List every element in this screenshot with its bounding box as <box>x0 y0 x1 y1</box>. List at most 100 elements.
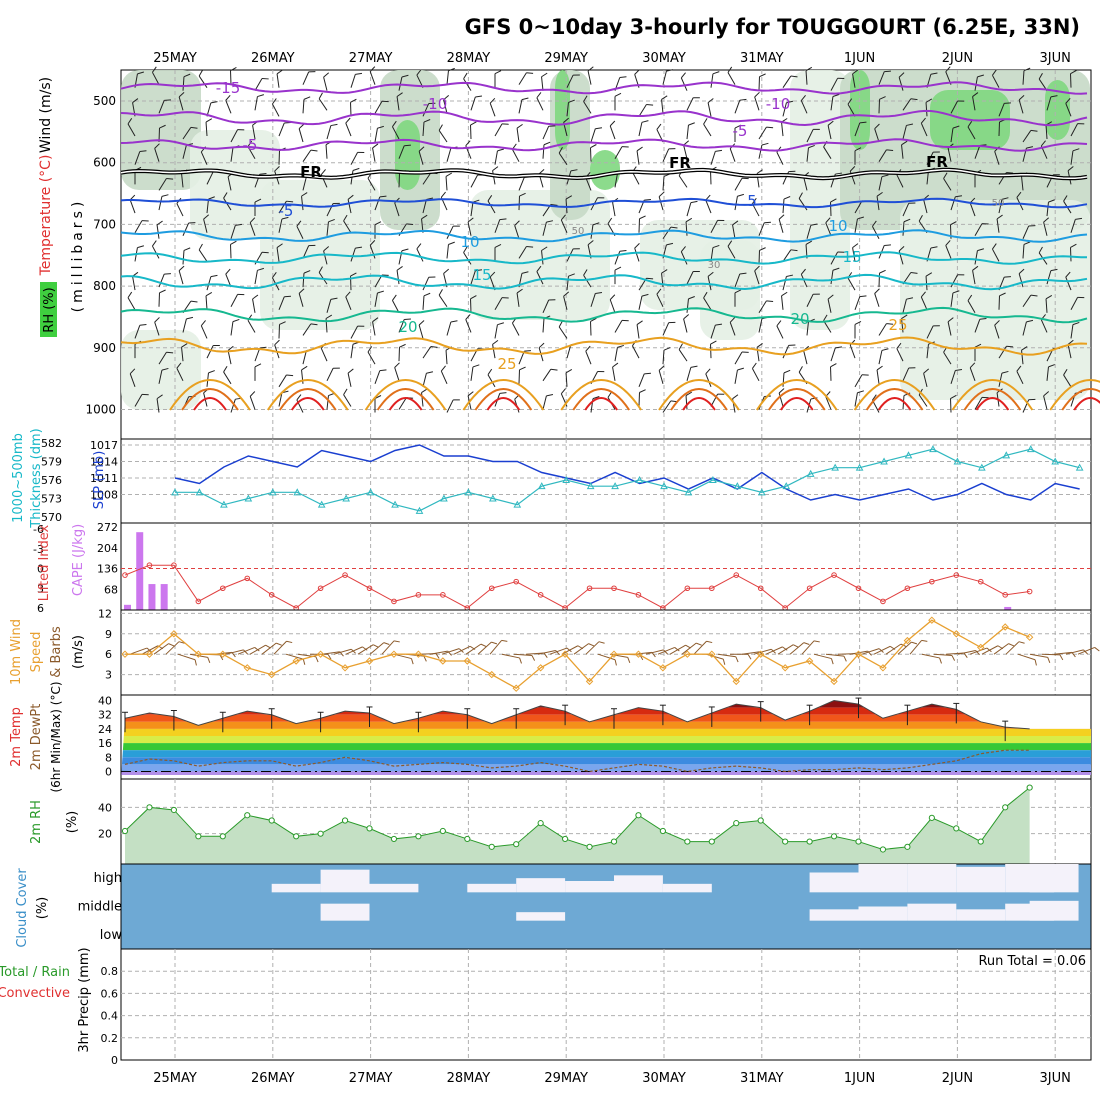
rh-point <box>439 827 446 835</box>
barb-flag <box>560 214 566 221</box>
barb-flag <box>453 399 460 401</box>
wind-barb <box>298 123 305 143</box>
barb-staff <box>1070 297 1079 311</box>
wind-barb <box>758 126 774 140</box>
wind-barb <box>198 69 208 88</box>
barb-staff <box>969 367 976 381</box>
cape-bar <box>124 604 131 610</box>
surface-barb-staff <box>141 645 159 655</box>
barb-staff <box>134 394 143 407</box>
barb-flag <box>1038 72 1043 80</box>
wind-barb <box>852 69 859 88</box>
wind-barb <box>686 122 695 140</box>
wind-barb <box>230 240 237 259</box>
barb-flag <box>800 268 806 275</box>
date-label-bottom: 2JUN <box>942 1071 973 1086</box>
wind-barb <box>876 191 883 211</box>
barb-staff <box>1043 395 1048 410</box>
wind-barb <box>658 365 665 384</box>
barb-flag <box>301 192 308 197</box>
barb-flag <box>369 240 376 246</box>
wind-barb <box>705 368 712 388</box>
wind-barb <box>782 100 794 117</box>
wind-barb <box>350 151 365 165</box>
barb-staff <box>876 369 880 384</box>
wind-barb <box>1021 346 1028 365</box>
barb-staff <box>398 145 405 159</box>
barb-flag <box>470 121 477 126</box>
barb-staff <box>806 293 814 307</box>
cape-bar <box>160 584 168 610</box>
barb-staff <box>225 100 232 114</box>
barb-flag <box>1072 321 1080 326</box>
barb-staff <box>278 122 285 137</box>
wind-barb <box>734 98 747 114</box>
barb-staff <box>278 392 283 407</box>
wind-barb <box>662 69 674 85</box>
barb-flag <box>690 200 698 204</box>
barb-flag <box>1023 67 1031 72</box>
surface-barb-staff <box>909 640 922 655</box>
barb-flag <box>798 366 803 373</box>
barb-flag <box>621 146 629 148</box>
barb-flag <box>994 320 1000 326</box>
barb-flag <box>874 288 880 294</box>
barb-flag <box>152 66 157 73</box>
surface-barb <box>765 646 788 655</box>
barb-flag <box>369 66 376 72</box>
barb-flag <box>538 342 545 349</box>
barb-staff <box>806 147 809 162</box>
wind-barb <box>614 146 629 159</box>
barb-flag <box>933 325 940 327</box>
barb-flag <box>1070 70 1077 75</box>
barb-flag <box>1075 217 1083 220</box>
barb-staff <box>974 319 981 333</box>
barb-staff <box>518 350 525 365</box>
surface-barb <box>717 653 739 663</box>
barb-flag <box>448 67 455 72</box>
barb-staff <box>847 277 856 291</box>
barb-flag <box>541 246 548 251</box>
wind-speed-point <box>536 664 545 672</box>
barb-staff <box>830 270 834 285</box>
barb-flag <box>930 246 938 249</box>
barb-flag <box>516 288 523 294</box>
barb-flag <box>788 344 796 346</box>
li-point <box>684 585 691 592</box>
thickness-point <box>757 488 766 496</box>
contour-label: 20 <box>790 310 809 328</box>
barb-flag <box>619 250 627 252</box>
barb-flag <box>524 350 531 352</box>
wind-barb <box>178 265 185 285</box>
barb-staff <box>782 345 790 359</box>
barb-staff <box>470 96 476 111</box>
barb-flag <box>497 148 505 152</box>
barb-staff <box>920 296 928 310</box>
wind-ylabel-1: 10m Wind <box>9 619 24 685</box>
wind-barb <box>638 293 649 310</box>
barb-flag <box>619 76 627 79</box>
wind-barb <box>542 125 556 140</box>
wind-barb <box>686 97 700 111</box>
barb-flag <box>732 394 739 400</box>
wind-speed-point <box>659 664 667 672</box>
barb-flag <box>1026 146 1034 149</box>
li-point <box>122 572 128 578</box>
barb-staff <box>494 324 498 339</box>
wind-barb <box>367 346 376 365</box>
barb-flag <box>925 98 933 103</box>
wind-barb <box>974 248 985 265</box>
barb-flag <box>641 120 649 123</box>
contour-label: FR <box>926 153 948 171</box>
temp-band <box>121 750 1091 758</box>
wind-speed-point <box>805 657 814 665</box>
wind-barb <box>782 274 794 291</box>
surface-wind-barbs <box>129 639 1100 666</box>
surface-barb-flag <box>696 642 702 646</box>
wind-barb <box>542 141 551 159</box>
surface-barb-staff <box>645 649 664 655</box>
rh-point <box>610 838 618 845</box>
wind-barb <box>446 320 458 336</box>
barb-staff <box>1022 70 1025 85</box>
